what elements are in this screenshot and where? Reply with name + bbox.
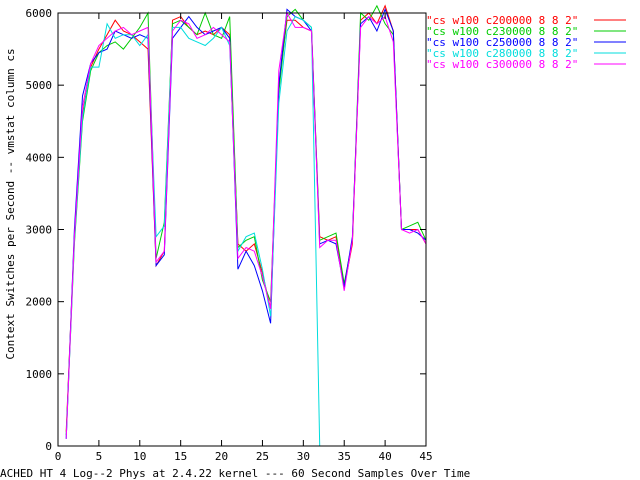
x-tick-label: 25 xyxy=(256,450,269,463)
x-tick-label: 0 xyxy=(55,450,62,463)
series-line-4 xyxy=(65,15,426,447)
y-tick-label: 4000 xyxy=(26,151,53,164)
series-layer xyxy=(65,4,427,447)
x-tick-label: 30 xyxy=(297,450,310,463)
legend-label-1: "cs w100 c200000 8 8 2" xyxy=(426,14,578,27)
legend: "cs w100 c200000 8 8 2""cs w100 c230000 … xyxy=(426,14,626,71)
y-tick-label: 1000 xyxy=(26,368,53,381)
plot-frame xyxy=(57,12,427,447)
y-tick-label: 3000 xyxy=(26,224,53,237)
x-tick-label: 45 xyxy=(419,450,432,463)
x-tick-label: 10 xyxy=(133,450,146,463)
y-tick-label: 0 xyxy=(45,440,52,453)
x-tick-label: 20 xyxy=(215,450,228,463)
legend-label-2: "cs w100 c230000 8 8 2" xyxy=(426,25,578,38)
y-axis-label: Context Switches per Second -- vmstat co… xyxy=(4,48,17,359)
series-line-1 xyxy=(65,4,427,432)
x-tick-label: 35 xyxy=(338,450,351,463)
x-tick-label: 15 xyxy=(174,450,187,463)
x-tick-label: 40 xyxy=(378,450,391,463)
ticks-layer: 0 5 10 15 20 25 30 35 40 45 0 1000 2000 3000 4000 5000 6… xyxy=(26,7,433,463)
y-tick-label: 5000 xyxy=(26,79,53,92)
legend-label-5: "cs w100 c300000 8 8 2" xyxy=(426,58,578,71)
series-line-5 xyxy=(65,11,427,439)
series-line-3 xyxy=(65,7,427,439)
y-tick-label: 6000 xyxy=(26,7,53,20)
y-tick-label: 2000 xyxy=(26,296,53,309)
legend-label-3: "cs w100 c250000 8 8 2" xyxy=(426,36,578,49)
legend-label-4: "cs w100 c280000 8 8 2" xyxy=(426,47,578,60)
series-line-2 xyxy=(65,4,427,436)
x-axis-label: ACHED HT 4 Log--2 Phys at 2.4.22 kernel … xyxy=(0,467,470,480)
x-tick-label: 5 xyxy=(96,450,103,463)
